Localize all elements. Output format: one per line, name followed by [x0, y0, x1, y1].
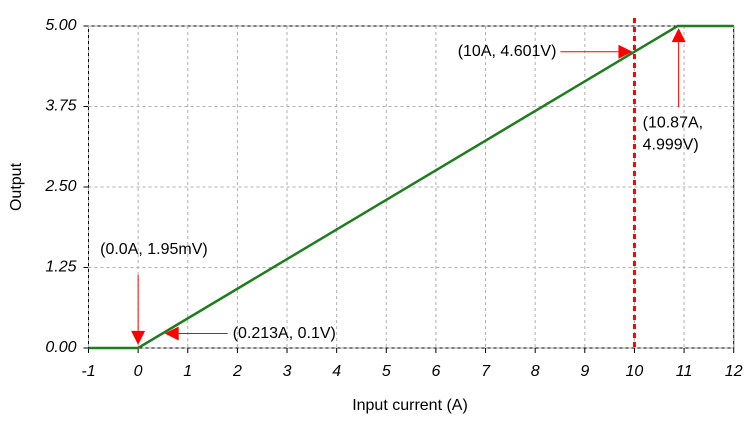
x-tick-label: 1	[183, 363, 192, 380]
x-tick-label: 11	[676, 363, 693, 380]
data-line	[88, 24, 734, 350]
x-tick-label: 8	[531, 363, 540, 380]
y-axis-label: Output	[8, 162, 25, 211]
x-tick-label: -1	[81, 363, 95, 380]
x-tick-label: 9	[580, 363, 589, 380]
y-tick-label: 0.00	[45, 339, 76, 356]
x-tick-label: 5	[382, 363, 391, 380]
arrow-head	[618, 44, 633, 59]
annotation-text: (10A, 4.601V)	[458, 43, 557, 60]
x-axis-label: Input current (A)	[352, 397, 468, 414]
y-tick-label: 5.00	[45, 17, 76, 34]
annotation-text: (0.213A, 0.1V)	[233, 325, 336, 342]
y-tick-label: 3.75	[45, 98, 76, 115]
arrow-head	[131, 330, 146, 345]
x-tick-label: 0	[134, 363, 143, 380]
x-tick-label: 7	[481, 363, 491, 380]
x-tick-label: 10	[626, 363, 644, 380]
arrow-head	[164, 326, 179, 341]
annotation-text: (10.87A,	[643, 114, 703, 131]
x-tick-label: 2	[232, 363, 242, 380]
y-tick-label: 1.25	[45, 259, 76, 276]
x-tick-label: 6	[431, 363, 440, 380]
arrow-head	[671, 28, 686, 43]
x-tick-label: 4	[332, 363, 341, 380]
y-tick-label: 2.50	[44, 178, 76, 195]
annotation-text: (0.0A, 1.95mV)	[100, 241, 208, 258]
annotation-text: 4.999V)	[643, 136, 699, 153]
x-tick-label: 3	[283, 363, 292, 380]
x-tick-label: 12	[725, 363, 743, 380]
